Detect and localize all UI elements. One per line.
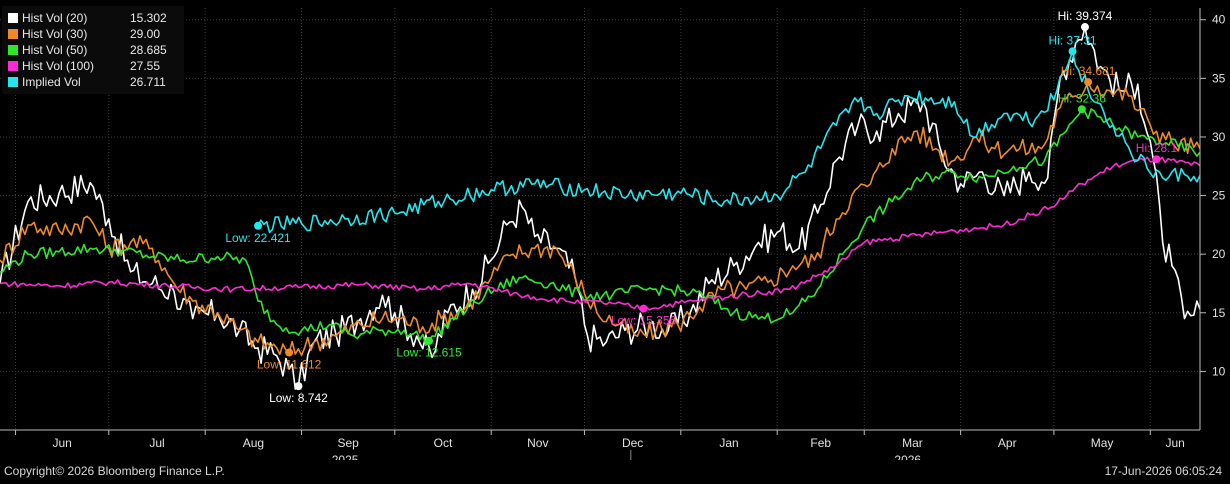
copyright-text: Copyright© 2026 Bloomberg Finance L.P. <box>4 464 225 478</box>
extreme-label: Hi: 34.681 <box>1061 64 1116 78</box>
extreme-label: Low: 11.612 <box>257 357 322 371</box>
y-tick-label: 15 <box>1212 306 1226 320</box>
y-tick-label: 10 <box>1212 364 1226 378</box>
y-tick-label: 35 <box>1212 71 1226 85</box>
y-tick-label: 40 <box>1212 13 1226 27</box>
legend-swatch <box>8 13 18 23</box>
legend: Hist Vol (20) 15.302 Hist Vol (30) 29.00 His… <box>2 6 184 94</box>
series-line-3 <box>0 156 1201 311</box>
extreme-label: Hi: 39.374 <box>1058 9 1113 23</box>
legend-item: Hist Vol (20) 15.302 <box>8 10 178 26</box>
extreme-label: Low: 22.421 <box>225 231 291 245</box>
x-tick-label: Aug <box>243 436 264 450</box>
legend-item: Hist Vol (50) 28.685 <box>8 42 178 58</box>
extreme-label: Low: 12.615 <box>396 346 462 360</box>
x-tick-label: Nov <box>527 436 548 450</box>
y-tick-label: 20 <box>1212 247 1226 261</box>
extreme-label: Low: 15.356 <box>611 314 677 328</box>
y-tick-label: 30 <box>1212 130 1226 144</box>
legend-series-name: Hist Vol (50) <box>22 43 88 57</box>
series-line-2 <box>0 108 1201 346</box>
x-tick-label: Jul <box>149 436 164 450</box>
extreme-marker <box>294 382 303 391</box>
extreme-marker <box>1152 155 1161 164</box>
x-tick-label: Jun <box>52 436 71 450</box>
legend-swatch <box>8 61 18 71</box>
extreme-marker <box>1068 47 1077 56</box>
extreme-label: Hi: 32.36 <box>1058 91 1106 105</box>
x-tick-label: Mar <box>902 436 923 450</box>
legend-swatch <box>8 45 18 55</box>
x-tick-label: Dec <box>622 436 643 450</box>
extreme-marker <box>1077 105 1086 114</box>
extreme-label: Hi: 37.31 <box>1049 33 1097 47</box>
timestamp-text: 17-Jun-2026 06:05:24 <box>1104 464 1222 478</box>
extreme-marker <box>425 336 434 345</box>
x-tick-label: May <box>1091 436 1114 450</box>
series-line-4 <box>257 50 1201 234</box>
extreme-label: Hi: 28.1 <box>1136 141 1178 155</box>
marker-layer: Hi: 39.374 Low: 8.742 Hi: 34.681 Low: 11.61… <box>225 9 1177 405</box>
legend-last-value: 15.302 <box>130 11 167 25</box>
x-tick-label: Feb <box>810 436 831 450</box>
x-tick-label: Oct <box>434 436 453 450</box>
y-tick-label: 25 <box>1212 189 1226 203</box>
series-layer <box>0 26 1201 390</box>
x-tick-label: Jun <box>1165 436 1184 450</box>
extreme-marker <box>1080 23 1089 32</box>
legend-last-value: 26.711 <box>130 75 166 89</box>
legend-series-name: Hist Vol (100) <box>22 59 95 73</box>
legend-last-value: 29.00 <box>130 27 161 41</box>
legend-swatch <box>8 29 18 39</box>
legend-series-name: Implied Vol <box>22 75 81 89</box>
legend-series-name: Hist Vol (30) <box>22 27 88 41</box>
extreme-label: Low: 8.742 <box>269 391 328 405</box>
year-label: 2026 <box>894 453 921 460</box>
extreme-marker <box>639 304 648 313</box>
legend-item: Implied Vol 26.711 <box>8 74 178 90</box>
year-label: 2025 <box>332 453 359 460</box>
extreme-marker <box>1084 78 1093 87</box>
x-tick-label: Apr <box>998 436 1017 450</box>
legend-swatch <box>8 77 18 87</box>
volatility-chart: Hi: 39.374 Low: 8.742 Hi: 34.681 Low: 11.61… <box>0 8 1226 460</box>
legend-last-value: 28.685 <box>130 43 167 57</box>
x-tick-label: Sep <box>338 436 360 450</box>
legend-last-value: 27.55 <box>130 59 161 73</box>
legend-series-name: Hist Vol (20) <box>22 11 88 25</box>
extreme-marker <box>285 348 294 357</box>
series-line-1 <box>0 81 1201 357</box>
x-tick-label: Jan <box>719 436 738 450</box>
legend-item: Hist Vol (100) 27.55 <box>8 58 178 74</box>
legend-item: Hist Vol (30) 29.00 <box>8 26 178 42</box>
extreme-marker <box>254 221 263 230</box>
